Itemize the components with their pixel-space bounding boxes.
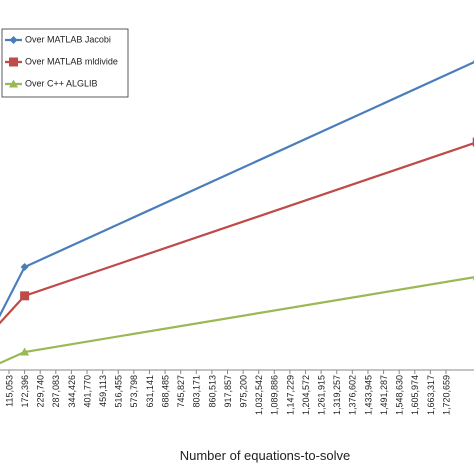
x-tick-label: 1,147,229 xyxy=(285,375,295,415)
legend-label: Over MATLAB mldivide xyxy=(25,56,118,66)
x-tick-label: 1,548,630 xyxy=(395,375,405,415)
marker xyxy=(20,263,29,272)
plot-area xyxy=(0,59,474,365)
x-tick-label: 287,083 xyxy=(51,375,61,408)
x-tick-label: 344,426 xyxy=(67,375,77,408)
x-tick-label: 1,491,287 xyxy=(379,375,389,415)
legend-label: Over MATLAB Jacobi xyxy=(25,34,111,44)
x-axis-title: Number of equations-to-solve xyxy=(180,448,351,463)
x-tick-label: 1,204,572 xyxy=(301,375,311,415)
marker xyxy=(9,57,18,67)
marker xyxy=(9,36,18,44)
x-tick-label: 917,857 xyxy=(223,375,233,408)
x-tick-label: 1,261,915 xyxy=(317,375,327,415)
x-tick-label: 1,032,542 xyxy=(254,375,264,415)
x-tick-label: 803,171 xyxy=(192,375,202,408)
x-tick-label: 172,396 xyxy=(20,375,30,408)
x-tick-label: 1,433,945 xyxy=(363,375,373,415)
x-tick-label: 1,376,602 xyxy=(348,375,358,415)
marker xyxy=(9,79,18,88)
x-tick-label: 573,798 xyxy=(129,375,139,408)
x-tick-label: 1,319,257 xyxy=(332,375,342,415)
marker xyxy=(20,347,30,356)
marker xyxy=(20,291,30,301)
x-tick-label: 115,053 xyxy=(4,375,14,407)
x-tick-label: 1,605,974 xyxy=(410,375,420,415)
x-tick-label: 459,113 xyxy=(98,375,108,407)
legend-label: Over C++ ALGLIB xyxy=(25,78,98,88)
x-tick-label: 860,513 xyxy=(207,375,217,408)
x-tick-label: 1,663,317 xyxy=(426,375,436,415)
x-tick-label: 745,827 xyxy=(176,375,186,408)
x-tick-label: 1,089,886 xyxy=(270,375,280,415)
x-tick-label: 516,455 xyxy=(114,375,124,408)
x-tick-label: 975,200 xyxy=(238,375,248,408)
x-tick-label: 401,770 xyxy=(82,375,92,408)
x-tick-label: 229,740 xyxy=(36,375,46,408)
x-tick-label: 688,485 xyxy=(160,375,170,408)
x-tick-label: 1,720,659 xyxy=(441,375,451,415)
series-line xyxy=(0,276,474,365)
series-line xyxy=(0,61,474,318)
legend-box xyxy=(1,28,129,98)
marker xyxy=(472,137,474,147)
x-tick-label: 631,141 xyxy=(145,375,155,408)
